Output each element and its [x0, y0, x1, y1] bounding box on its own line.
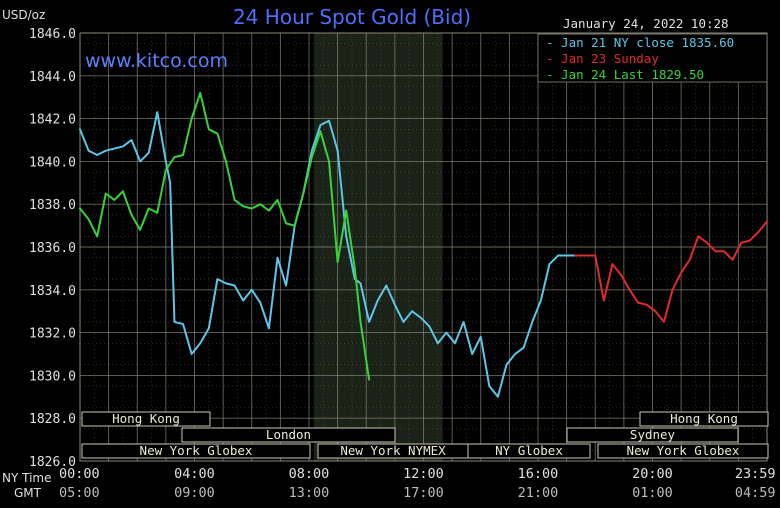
session-bar — [181, 427, 396, 443]
x-tick-gmt: 01:00 — [632, 485, 673, 501]
x-tick-ny: 16:00 — [518, 466, 559, 482]
y-tick-label: 1846.0 — [29, 27, 76, 42]
x-tick-ny: 00:00 — [59, 466, 100, 482]
legend-box — [537, 33, 768, 83]
x-tick-gmt: 21:00 — [518, 485, 559, 501]
legend-entry: - Jan 21 NY close 1835.60 — [546, 35, 734, 50]
x-tick-gmt: 17:00 — [403, 485, 444, 501]
y-tick-label: 1826.0 — [29, 455, 76, 470]
y-tick-label: 1838.0 — [29, 198, 76, 213]
x-tick-gmt: 04:59 — [735, 485, 776, 501]
y-tick-label: 1832.0 — [29, 327, 76, 342]
y-tick-label: 1830.0 — [29, 369, 76, 384]
x-tick-gmt: 13:00 — [289, 485, 330, 501]
session-bar — [639, 411, 769, 427]
session-label: New York Globex — [140, 443, 253, 458]
x-tick-ny: 20:00 — [632, 466, 673, 482]
y-tick-label: 1842.0 — [29, 113, 76, 128]
chart-title: 24 Hour Spot Gold (Bid) — [233, 5, 472, 29]
session-bar — [81, 443, 311, 459]
plot-border — [79, 32, 768, 462]
y-tick-label: 1844.0 — [29, 70, 76, 85]
x-tick-ny: 23:59 — [735, 466, 776, 482]
session-label: Hong Kong — [670, 411, 738, 426]
session-label: London — [266, 427, 311, 442]
y-tick-label: 1836.0 — [29, 241, 76, 256]
legend-entry: - Jan 23 Sunday — [546, 51, 659, 66]
x-tick-ny: 12:00 — [403, 466, 444, 482]
watermark-text: www.kitco.com — [85, 50, 228, 72]
session-bar — [566, 427, 739, 443]
x-tick-gmt: 05:00 — [59, 485, 100, 501]
session-bar — [597, 443, 769, 459]
axis-row-label-ny: NY Time — [2, 471, 52, 485]
session-label: New York Globex — [627, 443, 740, 458]
session-label: Sydney — [630, 427, 676, 442]
legend-entry: - Jan 24 Last 1829.50 — [546, 67, 704, 82]
axis-row-label-gmt: GMT — [14, 486, 42, 500]
series-line-0 — [79, 111, 577, 398]
session-label: New York NYMEX — [340, 443, 446, 458]
x-tick-gmt: 09:00 — [174, 485, 215, 501]
x-tick-ny: 04:00 — [174, 466, 215, 482]
session-label: Hong Kong — [112, 411, 180, 426]
y-tick-label: 1834.0 — [29, 284, 76, 299]
session-bar — [81, 411, 211, 427]
datetime-label: January 24, 2022 10:28 — [563, 16, 729, 31]
x-tick-ny: 08:00 — [289, 466, 330, 482]
unit-label: USD/oz — [2, 8, 46, 22]
y-tick-label: 1840.0 — [29, 155, 76, 170]
series-line-1 — [574, 220, 768, 323]
y-tick-label: 1828.0 — [29, 412, 76, 427]
series-line-2 — [79, 91, 371, 381]
session-label: NY Globex — [495, 443, 563, 458]
session-bar — [467, 443, 591, 459]
